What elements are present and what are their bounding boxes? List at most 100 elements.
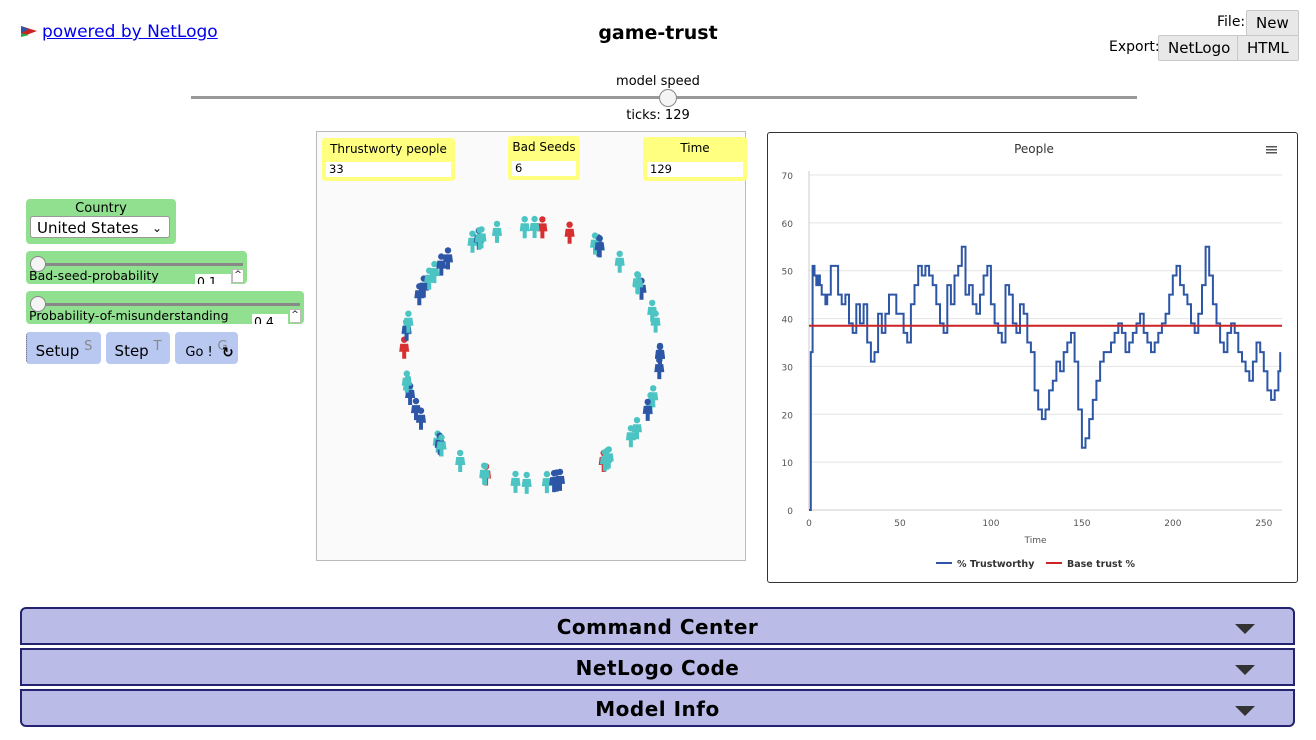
bad-seed-probability-slider[interactable]: Bad-seed-probability 0.1 ^: [26, 251, 247, 284]
agent-person: [537, 216, 548, 239]
time-monitor: Time 129: [643, 137, 747, 181]
agent-person: [414, 283, 425, 306]
time-monitor-label: Time: [680, 141, 710, 155]
agent-person: [416, 407, 426, 430]
bad-seed-probability-value[interactable]: 0.1: [195, 274, 231, 284]
agent-person: [614, 250, 625, 273]
netlogo-code-toggle[interactable]: NetLogo Code: [20, 648, 1295, 686]
model-info-label: Model Info: [595, 697, 720, 721]
agent-person: [443, 247, 453, 270]
agent-person: [455, 449, 466, 472]
slider-thumb[interactable]: [30, 256, 46, 272]
x-tick-label: 250: [1255, 519, 1272, 529]
setup-key: S: [84, 339, 93, 354]
command-center-label: Command Center: [556, 615, 759, 639]
x-axis-label: Time: [1023, 536, 1046, 546]
agent-person: [436, 434, 447, 457]
y-tick-label: 30: [782, 363, 794, 373]
spinner-up-icon[interactable]: ^: [289, 309, 301, 323]
chevron-down-icon: [1235, 624, 1255, 634]
agent-person: [492, 220, 502, 243]
agents-canvas: [399, 215, 665, 494]
chevron-down-icon: [1235, 665, 1255, 675]
x-tick-label: 0: [806, 519, 812, 529]
step-key: T: [153, 339, 162, 354]
agent-person: [549, 469, 560, 493]
country-select[interactable]: United States ⌄: [30, 216, 170, 238]
bad-seeds-monitor-label: Bad Seeds: [512, 140, 576, 154]
y-tick-label: 0: [787, 507, 793, 517]
x-tick-label: 50: [894, 519, 906, 529]
spinner-up-icon[interactable]: ^: [232, 269, 244, 283]
step-button[interactable]: Step T: [106, 332, 170, 364]
misunderstanding-slider[interactable]: Probability-of-misunderstanding 0.4 ^: [26, 291, 304, 324]
agent-person: [647, 299, 658, 322]
export-label: Export:: [1109, 39, 1160, 55]
agent-person: [633, 272, 644, 295]
chart-title: People: [1014, 142, 1054, 156]
command-center-toggle[interactable]: Command Center: [20, 607, 1295, 645]
slider-track[interactable]: [30, 263, 243, 266]
agent-person: [474, 227, 485, 250]
setup-label: Setup: [35, 342, 80, 360]
x-tick-label: 100: [982, 519, 999, 529]
agent-person: [655, 343, 665, 366]
slider-track[interactable]: [30, 303, 300, 306]
model-speed-thumb[interactable]: [659, 89, 677, 107]
ticks-counter: ticks: 129: [626, 108, 690, 123]
chart-menu-icon[interactable]: [1266, 146, 1277, 154]
agent-person: [401, 370, 412, 393]
agent-person: [564, 221, 575, 244]
setup-button[interactable]: Setup S: [26, 332, 101, 364]
series-line-0: [809, 245, 1282, 511]
trustworthy-monitor-label: Thrustworty people: [330, 142, 447, 156]
bad-seeds-monitor: Bad Seeds 6: [508, 136, 580, 180]
legend-label: Base trust %: [1067, 559, 1136, 570]
country-chooser[interactable]: Country United States ⌄: [26, 199, 176, 244]
forever-icon: ↻: [222, 345, 234, 361]
bad-seed-probability-label: Bad-seed-probability: [29, 268, 159, 283]
go-key: G: [217, 339, 228, 354]
world-view[interactable]: [316, 131, 746, 561]
agent-person: [529, 215, 540, 238]
x-tick-label: 200: [1164, 519, 1181, 529]
file-label: File:: [1217, 14, 1246, 30]
page-title: game-trust: [598, 22, 718, 44]
country-value: United States: [37, 219, 139, 237]
agent-person: [541, 470, 552, 494]
powered-by-netlogo-link[interactable]: powered by NetLogo: [20, 22, 218, 42]
agent-person: [519, 216, 530, 239]
misunderstanding-label: Probability-of-misunderstanding: [29, 308, 229, 323]
export-html-button[interactable]: HTML: [1237, 35, 1299, 61]
agent-person: [521, 471, 532, 494]
y-tick-label: 70: [782, 172, 794, 182]
export-netlogo-button[interactable]: NetLogo: [1158, 35, 1241, 61]
legend-item[interactable]: Base trust %: [1046, 559, 1136, 570]
agent-person: [642, 398, 653, 421]
agent-person: [632, 417, 642, 440]
model-speed-label: model speed: [616, 74, 700, 89]
agent-person: [594, 235, 605, 258]
new-button[interactable]: New: [1246, 10, 1299, 36]
bad-seeds-monitor-value: 6: [512, 161, 576, 176]
agent-person: [403, 310, 414, 333]
agent-person: [599, 449, 610, 472]
y-tick-label: 40: [782, 316, 794, 326]
go-label: Go !: [185, 345, 213, 360]
netlogo-code-label: NetLogo Code: [575, 656, 740, 680]
slider-thumb[interactable]: [30, 296, 46, 312]
y-tick-label: 20: [782, 411, 794, 421]
agent-person: [510, 470, 521, 493]
y-tick-label: 50: [782, 268, 794, 278]
legend-item[interactable]: % Trustworthy: [936, 559, 1035, 570]
go-button[interactable]: Go ! G ↻: [175, 332, 238, 364]
step-label: Step: [114, 342, 149, 360]
people-plot: People 0 10 20 30 40 50 60 70 0 50 100 150 200 250 Time…: [767, 132, 1298, 583]
misunderstanding-value[interactable]: 0.4: [252, 314, 288, 324]
powered-by-label[interactable]: powered by NetLogo: [42, 22, 218, 42]
y-tick-label: 60: [782, 220, 794, 230]
x-tick-label: 150: [1073, 519, 1090, 529]
agent-person: [480, 462, 491, 486]
chevron-down-icon: [1235, 706, 1255, 716]
model-info-toggle[interactable]: Model Info: [20, 689, 1295, 727]
